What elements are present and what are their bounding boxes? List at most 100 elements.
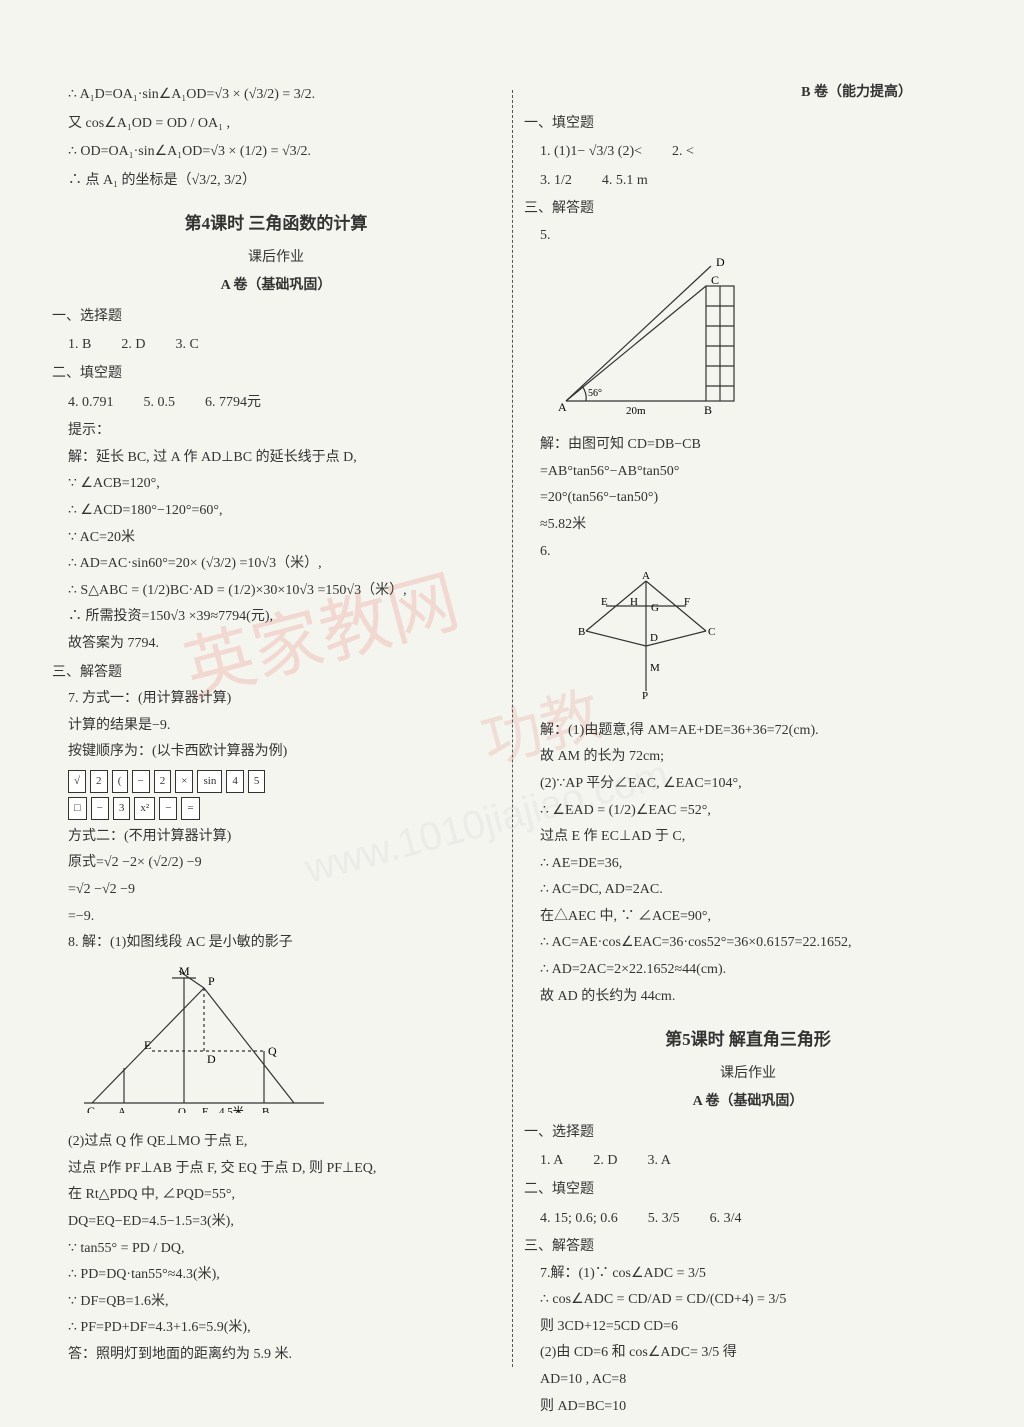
svg-text:E: E: [144, 1038, 151, 1052]
answers-row-1: 1. B 2. D 3. C: [52, 332, 500, 359]
r6-label: 6.: [524, 539, 972, 566]
svg-text:B: B: [704, 403, 712, 416]
svg-text:F: F: [684, 596, 690, 608]
key: −: [91, 797, 109, 820]
kite-diagram-svg: A E F H G B C D M P: [556, 571, 736, 701]
page-container: ∴ A₁D=OA₁·sin∠A₁OD=√3 × (√3/2) = 3/2. 又 …: [0, 0, 1024, 1427]
section-1: 一、选择题: [52, 304, 500, 331]
q8-l: 答：照明灯到地面的距离约为 5.9 米.: [52, 1342, 500, 1369]
q8-l: (2)过点 Q 作 QE⊥MO 于点 E,: [52, 1129, 500, 1156]
answers-row-2: 4. 0.791 5. 0.5 6. 7794元: [52, 390, 500, 417]
lesson-5-title: 第5课时 解直角三角形: [524, 1024, 972, 1056]
ans: 1. (1)1− √3/3 (2)<: [540, 139, 642, 166]
key: −: [132, 770, 150, 793]
column-divider: [512, 90, 513, 1367]
g-line: 过点 E 作 EC⊥AD 于 C,: [524, 824, 972, 851]
svg-text:56°: 56°: [588, 388, 602, 399]
section-3: 三、解答题: [52, 660, 500, 687]
t-section-2: 二、填空题: [524, 1177, 972, 1204]
key: 3: [113, 797, 131, 820]
q7-l: =−9.: [52, 904, 500, 931]
key: −: [159, 797, 177, 820]
tq-line: AD=10 , AC=8: [524, 1367, 972, 1394]
ans: 3. 1/2: [540, 168, 572, 195]
g-line: 故 AD 的长约为 44cm.: [524, 984, 972, 1011]
q7-l: =√2 −√2 −9: [52, 877, 500, 904]
svg-text:C: C: [87, 1104, 95, 1113]
ans: 2. D: [593, 1148, 617, 1175]
b-header: B 卷（能力提高）: [524, 80, 972, 107]
hint-line: ∴ 所需投资=150√3 ×39≈7794(元),: [52, 604, 500, 631]
building-diagram-svg: A B C D 56° 20m: [556, 256, 756, 416]
section-2: 二、填空题: [52, 361, 500, 388]
ans: 3. A: [647, 1148, 670, 1175]
q8-l: ∴ PD=DQ·tan55°≈4.3(米),: [52, 1262, 500, 1289]
figure-lamp: M P E D Q C A O F B 小亮 灯柱 4.5米 小丽: [52, 963, 500, 1124]
tq-line: 7.解：(1)∵ cos∠ADC = 3/5: [524, 1261, 972, 1288]
r-answers-2: 3. 1/2 4. 5.1 m: [524, 168, 972, 195]
q8-l: 在 Rt△PDQ 中, ∠PQD=55°,: [52, 1182, 500, 1209]
hint-line: ∴ ∠ACD=180°−120°=60°,: [52, 498, 500, 525]
subtitle-a-2: A 卷（基础巩固）: [524, 1089, 972, 1116]
ans: 5. 0.5: [144, 390, 176, 417]
key: □: [68, 797, 87, 820]
svg-text:C: C: [708, 626, 715, 638]
g-line: ∴ AD=2AC=2×22.1652≈44(cm).: [524, 957, 972, 984]
right-column: B 卷（能力提高） 一、填空题 1. (1)1− √3/3 (2)< 2. < …: [512, 80, 984, 1387]
svg-text:C: C: [711, 273, 719, 287]
g-line: 在△AEC 中, ∵ ∠ACE=90°,: [524, 904, 972, 931]
q7-l: 7. 方式一：(用计算器计算): [52, 686, 500, 713]
tq-line: 则 AD=BC=10: [524, 1394, 972, 1421]
formula-3: ∴ OD=OA₁·sin∠A₁OD=√3 × (1/2) = √3/2.: [52, 139, 500, 166]
q7-l: 按键顺序为：(以卡西欧计算器为例): [52, 739, 500, 766]
svg-text:O: O: [178, 1106, 186, 1113]
g-line: (2)∵AP 平分∠EAC, ∠EAC=104°,: [524, 771, 972, 798]
t-section-1: 一、选择题: [524, 1120, 972, 1147]
calc-keys-row-1: √ 2 ( − 2 × sin 4 5: [68, 770, 500, 793]
ans: 6. 7794元: [205, 390, 261, 417]
ans: 4. 5.1 m: [602, 168, 648, 195]
svg-text:G: G: [651, 602, 659, 614]
e-line: =20°(tan56°−tan50°): [524, 485, 972, 512]
figure-kite: A E F H G B C D M P: [524, 571, 972, 712]
formula-1: ∴ A₁D=OA₁·sin∠A₁OD=√3 × (√3/2) = 3/2.: [52, 82, 500, 109]
subtitle-homework: 课后作业: [52, 245, 500, 272]
key: =: [181, 797, 199, 820]
key: √: [68, 770, 86, 793]
subtitle-homework-2: 课后作业: [524, 1061, 972, 1088]
g-line: ∴ AE=DE=36,: [524, 851, 972, 878]
key: ×: [175, 770, 193, 793]
svg-text:F: F: [202, 1106, 208, 1113]
calc-keys-row-2: □ − 3 x² − =: [68, 797, 500, 820]
svg-text:A: A: [118, 1106, 126, 1113]
key: 2: [90, 770, 108, 793]
key: x²: [134, 797, 155, 820]
ans: 1. A: [540, 1148, 563, 1175]
r-section-3: 三、解答题: [524, 196, 972, 223]
svg-text:M: M: [179, 964, 190, 978]
svg-text:D: D: [207, 1052, 216, 1066]
lesson-4-title: 第4课时 三角函数的计算: [52, 208, 500, 240]
svg-text:P: P: [208, 974, 215, 988]
ans: 1. B: [68, 332, 91, 359]
svg-text:Q: Q: [268, 1044, 277, 1058]
figure-building: A B C D 56° 20m: [524, 256, 972, 427]
svg-text:4.5米: 4.5米: [219, 1105, 244, 1113]
svg-text:D: D: [716, 256, 725, 269]
g-line: ∴ AC=AE·cos∠EAC=36·cos52°=36×0.6157=22.1…: [524, 930, 972, 957]
subtitle-a: A 卷（基础巩固）: [52, 273, 500, 300]
hint-line: ∵ ∠ACB=120°,: [52, 471, 500, 498]
q8-l: 过点 P作 PF⊥AB 于点 F, 交 EQ 于点 D, 则 PF⊥EQ,: [52, 1156, 500, 1183]
svg-text:P: P: [642, 690, 648, 701]
ans: 2. <: [672, 139, 694, 166]
e-line: 解：由图可知 CD=DB−CB: [524, 432, 972, 459]
svg-text:B: B: [578, 626, 585, 638]
svg-text:H: H: [630, 596, 638, 608]
tq-line: ∴ cos∠ADC = CD/AD = CD/(CD+4) = 3/5: [524, 1287, 972, 1314]
q8-l: 8. 解：(1)如图线段 AC 是小敏的影子: [52, 930, 500, 957]
q8-l: ∵ DF=QB=1.6米,: [52, 1289, 500, 1316]
ans: 6. 3/4: [710, 1206, 742, 1233]
hint-label: 提示：: [52, 418, 500, 445]
t-answers-2: 4. 15; 0.6; 0.6 5. 3/5 6. 3/4: [524, 1206, 972, 1233]
key: 5: [248, 770, 266, 793]
